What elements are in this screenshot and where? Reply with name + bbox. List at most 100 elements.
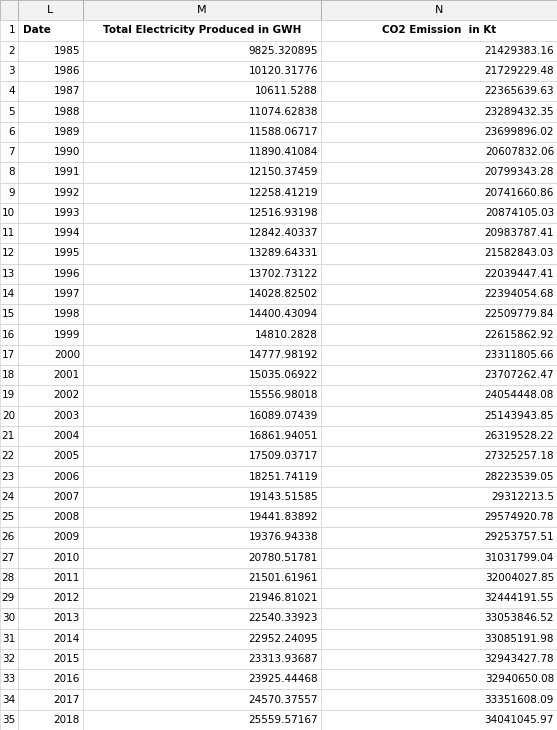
Text: 31: 31 xyxy=(2,634,15,644)
Text: 19: 19 xyxy=(2,391,15,401)
Text: 12842.40337: 12842.40337 xyxy=(248,228,318,238)
Text: 24570.37557: 24570.37557 xyxy=(248,694,318,704)
Bar xyxy=(0,20,18,41)
Text: 16089.07439: 16089.07439 xyxy=(248,411,318,420)
Text: 1990: 1990 xyxy=(53,147,80,157)
Text: 22365639.63: 22365639.63 xyxy=(485,86,554,96)
Text: 21: 21 xyxy=(2,431,15,441)
Text: 20983787.41: 20983787.41 xyxy=(485,228,554,238)
Text: 16: 16 xyxy=(2,329,15,339)
Text: 1986: 1986 xyxy=(53,66,80,76)
Bar xyxy=(0,507,18,527)
Text: 20799343.28: 20799343.28 xyxy=(485,167,554,177)
Bar xyxy=(321,446,557,466)
Bar xyxy=(18,345,83,365)
Text: 1996: 1996 xyxy=(53,269,80,279)
Bar xyxy=(83,264,321,284)
Bar xyxy=(83,588,321,608)
Text: 32444191.55: 32444191.55 xyxy=(485,593,554,603)
Text: 17: 17 xyxy=(2,350,15,360)
Text: 23311805.66: 23311805.66 xyxy=(485,350,554,360)
Bar xyxy=(18,710,83,730)
Bar xyxy=(83,223,321,243)
Bar xyxy=(18,548,83,568)
Text: 9825.320895: 9825.320895 xyxy=(248,46,318,55)
Text: 13289.64331: 13289.64331 xyxy=(248,248,318,258)
Bar xyxy=(0,101,18,122)
Bar xyxy=(18,162,83,182)
Bar xyxy=(321,548,557,568)
Text: 2012: 2012 xyxy=(53,593,80,603)
Bar xyxy=(83,41,321,61)
Text: 2001: 2001 xyxy=(53,370,80,380)
Text: 27325257.18: 27325257.18 xyxy=(485,451,554,461)
Text: 18251.74119: 18251.74119 xyxy=(248,472,318,482)
Bar xyxy=(321,487,557,507)
Text: 28223539.05: 28223539.05 xyxy=(485,472,554,482)
Bar xyxy=(83,426,321,446)
Bar xyxy=(18,588,83,608)
Bar xyxy=(18,487,83,507)
Bar xyxy=(83,487,321,507)
Text: 25559.57167: 25559.57167 xyxy=(248,715,318,725)
Bar xyxy=(83,507,321,527)
Text: 19376.94338: 19376.94338 xyxy=(248,532,318,542)
Text: 11588.06717: 11588.06717 xyxy=(248,127,318,137)
Bar xyxy=(83,649,321,669)
Bar xyxy=(18,426,83,446)
Bar xyxy=(18,264,83,284)
Bar xyxy=(83,243,321,264)
Text: 22952.24095: 22952.24095 xyxy=(248,634,318,644)
Bar xyxy=(321,101,557,122)
Text: 18: 18 xyxy=(2,370,15,380)
Text: 15035.06922: 15035.06922 xyxy=(248,370,318,380)
Text: 32940650.08: 32940650.08 xyxy=(485,675,554,684)
Bar xyxy=(321,365,557,385)
Bar xyxy=(83,345,321,365)
Bar xyxy=(83,669,321,689)
Text: 33085191.98: 33085191.98 xyxy=(485,634,554,644)
Bar xyxy=(18,223,83,243)
Text: 23313.93687: 23313.93687 xyxy=(248,654,318,664)
Text: 19441.83892: 19441.83892 xyxy=(248,512,318,522)
Bar xyxy=(18,669,83,689)
Bar xyxy=(18,304,83,324)
Bar xyxy=(0,284,18,304)
Bar xyxy=(321,649,557,669)
Text: 34041045.97: 34041045.97 xyxy=(485,715,554,725)
Text: 2015: 2015 xyxy=(53,654,80,664)
Bar xyxy=(83,385,321,406)
Text: 2009: 2009 xyxy=(53,532,80,542)
Text: 32: 32 xyxy=(2,654,15,664)
Bar xyxy=(321,507,557,527)
Bar xyxy=(83,568,321,588)
Text: 2014: 2014 xyxy=(53,634,80,644)
Text: 27: 27 xyxy=(2,553,15,563)
Bar xyxy=(0,345,18,365)
Text: 22: 22 xyxy=(2,451,15,461)
Bar xyxy=(18,527,83,548)
Text: 24054448.08: 24054448.08 xyxy=(485,391,554,401)
Bar xyxy=(0,365,18,385)
Text: 12516.93198: 12516.93198 xyxy=(248,208,318,218)
Bar xyxy=(83,608,321,629)
Text: 20: 20 xyxy=(2,411,15,420)
Bar xyxy=(0,446,18,466)
Text: 4: 4 xyxy=(8,86,15,96)
Text: 35: 35 xyxy=(2,715,15,725)
Bar xyxy=(321,527,557,548)
Text: 1: 1 xyxy=(8,26,15,36)
Text: 6: 6 xyxy=(8,127,15,137)
Text: 22615862.92: 22615862.92 xyxy=(485,329,554,339)
Text: 2010: 2010 xyxy=(53,553,80,563)
Bar xyxy=(0,406,18,426)
Bar xyxy=(0,629,18,649)
Bar xyxy=(321,629,557,649)
Text: 1994: 1994 xyxy=(53,228,80,238)
Bar xyxy=(321,669,557,689)
Text: 29: 29 xyxy=(2,593,15,603)
Bar xyxy=(321,568,557,588)
Bar xyxy=(83,203,321,223)
Bar xyxy=(83,81,321,101)
Text: 1988: 1988 xyxy=(53,107,80,117)
